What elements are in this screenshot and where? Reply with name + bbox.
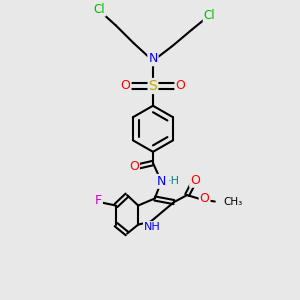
Text: O: O xyxy=(176,80,185,92)
Text: O: O xyxy=(190,174,200,187)
Text: N: N xyxy=(157,175,166,188)
Text: NH: NH xyxy=(144,222,160,232)
Text: CH₃: CH₃ xyxy=(223,196,242,206)
Text: N: N xyxy=(148,52,158,65)
Text: O: O xyxy=(129,160,139,173)
Text: F: F xyxy=(95,194,102,207)
Text: Cl: Cl xyxy=(94,3,105,16)
Text: Cl: Cl xyxy=(204,9,215,22)
Text: O: O xyxy=(200,191,210,205)
Text: S: S xyxy=(148,79,157,93)
Text: O: O xyxy=(121,80,130,92)
Text: ·H: ·H xyxy=(168,176,180,186)
